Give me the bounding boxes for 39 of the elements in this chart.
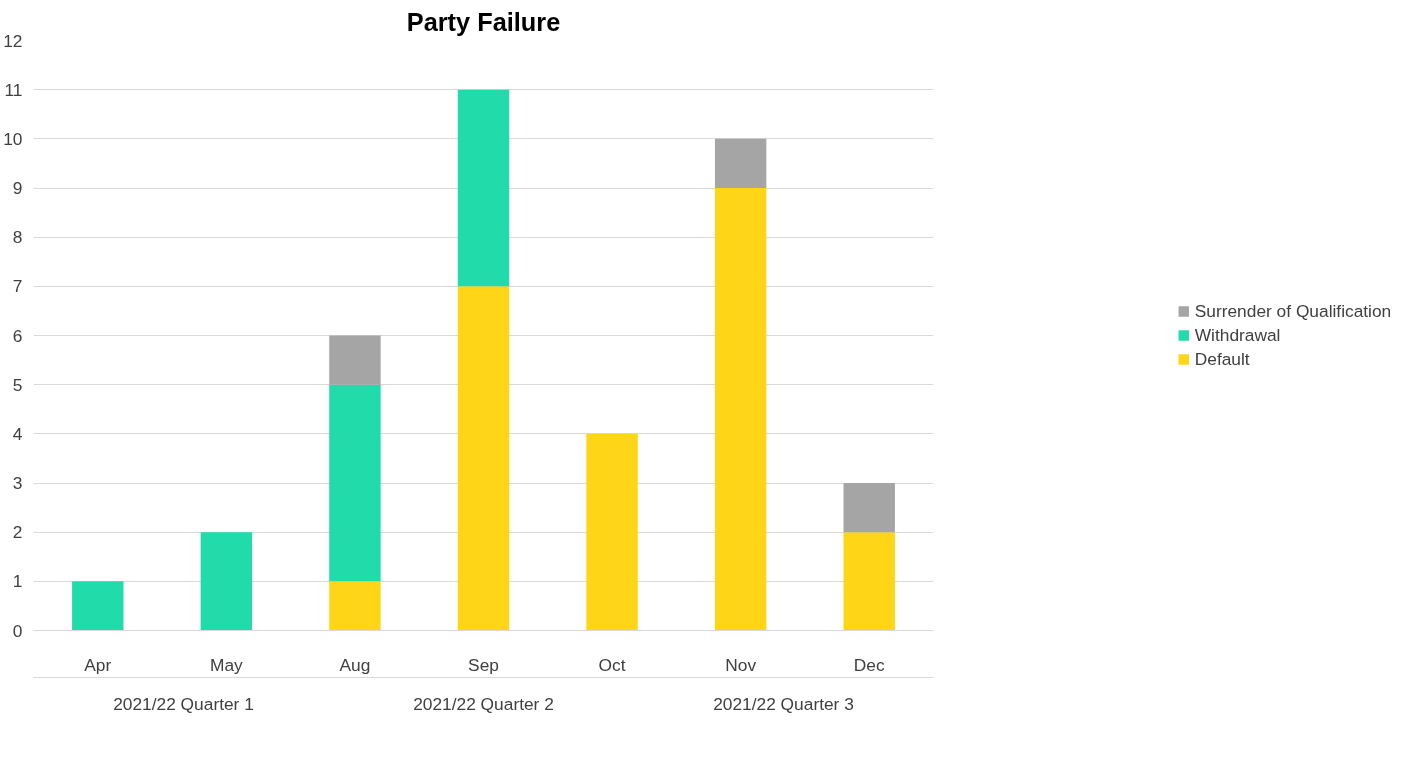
x-tick-label: Apr bbox=[84, 654, 112, 675]
bar bbox=[586, 433, 638, 631]
bar bbox=[200, 532, 253, 631]
bar bbox=[457, 286, 510, 631]
y-tick-label: 8 bbox=[12, 227, 23, 248]
x-tick-label: Nov bbox=[725, 654, 757, 675]
legend-label: Surrender of Qualification bbox=[1194, 300, 1392, 322]
y-tick-label: 11 bbox=[4, 79, 23, 100]
x-tick-label: Sep bbox=[468, 654, 499, 675]
x-tick-label: Aug bbox=[339, 654, 371, 675]
y-tick-label: 3 bbox=[12, 473, 23, 493]
y-tick-label: 4 bbox=[12, 423, 23, 444]
bar bbox=[843, 532, 895, 631]
legend-label: Withdrawal bbox=[1194, 324, 1281, 346]
bar bbox=[457, 89, 510, 287]
y-tick-label: 12 bbox=[3, 30, 23, 51]
y-tick-label: 2 bbox=[12, 522, 23, 543]
bar bbox=[714, 188, 767, 631]
bar bbox=[329, 384, 381, 582]
text: 2021/22 Quarter 2 bbox=[413, 693, 554, 714]
text: 2021/22 Quarter 1 bbox=[113, 693, 254, 714]
bar bbox=[72, 581, 124, 631]
x-tick-label: May bbox=[209, 654, 244, 675]
bar bbox=[329, 581, 381, 631]
y-tick-label: 10 bbox=[3, 128, 23, 149]
y-tick-label: 1 bbox=[12, 571, 23, 592]
y-tick-label: 0 bbox=[12, 620, 23, 641]
y-tick-label: 7 bbox=[12, 276, 23, 297]
bar bbox=[714, 138, 767, 188]
bar bbox=[843, 483, 895, 533]
y-tick-label: 6 bbox=[12, 325, 23, 346]
x-tick-label: Oct bbox=[598, 654, 626, 675]
y-tick-label: 5 bbox=[12, 374, 23, 395]
x-tick-label: Dec bbox=[853, 654, 885, 675]
bar bbox=[329, 335, 381, 385]
text: 2021/22 Quarter 3 bbox=[713, 693, 854, 714]
chart-title: Party Failure bbox=[406, 7, 561, 36]
y-tick-label: 9 bbox=[12, 178, 23, 198]
legend-label: Default bbox=[1194, 348, 1250, 370]
